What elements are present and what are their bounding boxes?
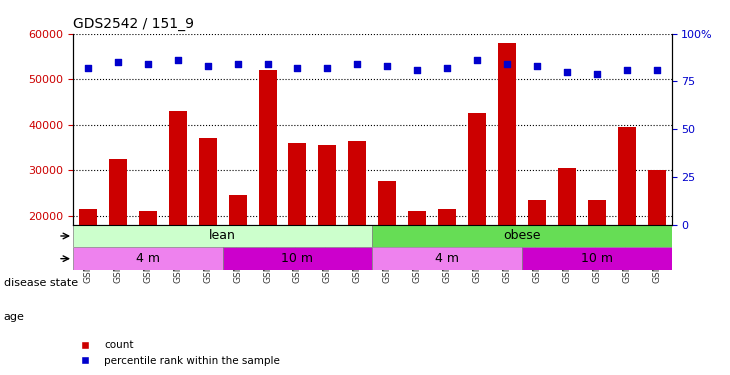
Text: lean: lean [210,230,236,243]
Bar [378,182,396,306]
Point [352,61,364,67]
Bar [618,127,636,306]
Point [262,61,274,67]
Bar [223,248,372,270]
Point [201,63,214,69]
Text: 10 m: 10 m [581,252,612,265]
Bar [522,248,672,270]
Bar [258,70,277,306]
Bar [468,113,486,306]
Bar [288,143,307,306]
Point [620,67,632,73]
Bar [528,200,546,306]
Point [172,57,184,63]
Point [112,59,124,65]
Bar [79,209,97,306]
Point [142,61,154,67]
Point [412,67,423,73]
Bar [558,168,576,306]
Bar [372,248,522,270]
Point [531,63,543,69]
Point [501,61,512,67]
Bar [73,248,223,270]
Point [651,67,663,73]
Point [441,65,453,71]
Point [381,63,393,69]
Text: GDS2542 / 151_9: GDS2542 / 151_9 [73,17,194,32]
Point [472,57,483,63]
Bar [348,141,366,306]
Point [232,61,244,67]
Text: disease state: disease state [4,278,78,288]
Text: obese: obese [503,230,541,243]
Point [292,65,304,71]
Bar [199,138,217,306]
Point [591,71,603,77]
Bar [169,111,187,306]
Legend: count, percentile rank within the sample: count, percentile rank within the sample [71,336,284,370]
Bar [73,225,372,248]
Point [82,65,93,71]
Bar [372,225,672,248]
Text: 4 m: 4 m [136,252,160,265]
Text: 10 m: 10 m [282,252,313,265]
Bar [408,211,426,306]
Text: 4 m: 4 m [435,252,459,265]
Bar [498,43,516,306]
Bar [588,200,606,306]
Point [561,69,573,75]
Bar [139,211,157,306]
Bar [318,145,337,306]
Bar [648,170,666,306]
Point [322,65,334,71]
Bar [228,195,247,306]
Bar [438,209,456,306]
Bar [109,159,127,306]
Text: age: age [4,312,25,322]
